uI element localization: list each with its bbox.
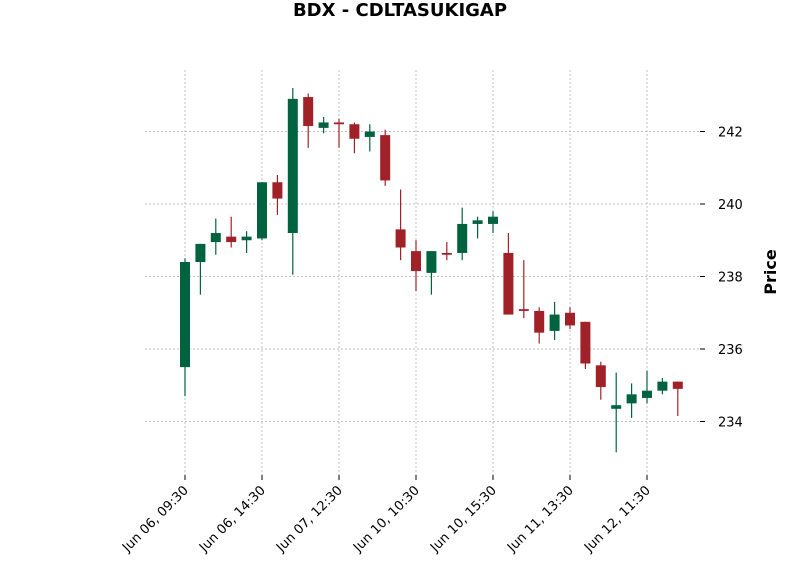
candle: [426, 251, 437, 295]
x-tick-label: Jun 06, 09:30: [119, 483, 192, 556]
grid-lines: [145, 70, 700, 475]
candle: [364, 124, 375, 152]
candle: [503, 233, 514, 315]
candle: [210, 218, 221, 255]
candle: [272, 175, 283, 215]
candle-body-down: [395, 229, 406, 248]
y-tick-label: 236: [718, 343, 743, 358]
candle: [318, 117, 329, 134]
candle: [195, 243, 206, 295]
x-axis: Jun 06, 09:30 Jun 06, 14:30 Jun 07, 12:30 J…: [119, 475, 654, 556]
candle-body-down: [441, 252, 452, 255]
candle-body-up: [426, 251, 437, 273]
candle-body-down: [272, 182, 283, 199]
candle: [534, 307, 545, 344]
candle-body-down: [349, 124, 360, 139]
candle-body-up: [549, 314, 560, 331]
candle-body-up: [287, 98, 298, 233]
candle: [472, 216, 483, 239]
y-axis: 234 236 238 240 242: [700, 126, 743, 431]
candle-body-down: [518, 309, 529, 311]
candle: [334, 118, 344, 148]
y-tick-label: 234: [718, 416, 743, 431]
candle: [303, 93, 314, 148]
candle-body-down: [534, 310, 545, 333]
x-tick-label: Jun 11, 13:30: [504, 483, 577, 556]
candle: [349, 122, 360, 154]
candle: [672, 381, 683, 417]
candle-body-up: [318, 122, 329, 128]
x-tick-label: Jun 06, 14:30: [196, 483, 269, 556]
x-tick-label: Jun 10, 10:30: [350, 483, 423, 556]
candle: [657, 378, 668, 395]
candle-body-down: [595, 365, 606, 388]
candle: [565, 307, 575, 330]
candle-body-up: [210, 233, 221, 243]
candle: [226, 216, 237, 248]
x-tick-label: Jun 12, 11:30: [581, 483, 654, 556]
candle: [441, 242, 452, 261]
candle: [395, 189, 406, 261]
candle-body-down: [334, 122, 344, 125]
candle-body-up: [364, 131, 375, 137]
candle: [488, 211, 498, 233]
y-tick-label: 238: [718, 271, 743, 286]
candle-body-up: [180, 262, 190, 368]
candle-body-down: [380, 135, 391, 181]
candle-body-down: [226, 236, 237, 243]
candle: [411, 240, 421, 291]
y-tick-label: 242: [718, 126, 743, 141]
candle: [457, 207, 468, 261]
candle: [642, 370, 652, 404]
candle-body-up: [657, 381, 668, 391]
candle: [611, 372, 622, 453]
y-tick-label: 240: [718, 198, 743, 213]
candle-body-up: [195, 243, 206, 262]
candles: [180, 88, 683, 453]
chart-title: BDX - CDLTASUKIGAP: [292, 0, 508, 21]
candle: [595, 361, 606, 400]
candle: [380, 129, 391, 186]
y-axis-label: Price: [761, 249, 780, 295]
x-tick-label: Jun 10, 15:30: [427, 483, 500, 556]
candle-body-up: [257, 182, 267, 239]
candle-body-up: [488, 216, 498, 224]
candle-body-down: [503, 252, 514, 315]
x-tick-label: Jun 07, 12:30: [273, 483, 346, 556]
candle-body-down: [672, 381, 683, 389]
candle: [257, 182, 267, 241]
candle-body-up: [472, 220, 483, 224]
candle: [518, 260, 529, 319]
candle-body-down: [580, 321, 591, 364]
candle-body-up: [611, 405, 622, 409]
candle-body-up: [241, 236, 252, 241]
candle: [580, 321, 591, 369]
candle-body-up: [457, 223, 468, 253]
candle-body-up: [642, 390, 652, 398]
candle: [241, 231, 252, 253]
candle-body-down: [303, 97, 314, 127]
candle-body-down: [565, 312, 575, 326]
candle: [287, 88, 298, 275]
candle-body-down: [411, 251, 421, 272]
candle: [549, 301, 560, 340]
candle-body-up: [626, 394, 637, 404]
candle: [626, 383, 637, 418]
candle: [180, 258, 190, 397]
